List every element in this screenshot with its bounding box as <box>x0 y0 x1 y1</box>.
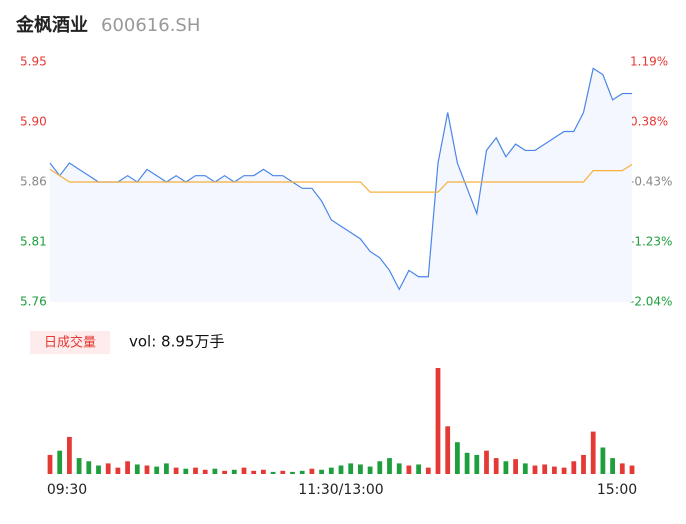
volume-bar <box>338 465 344 474</box>
volume-bar <box>503 461 509 474</box>
volume-bar <box>513 459 518 474</box>
price-area <box>50 68 632 302</box>
volume-bar <box>532 465 538 474</box>
volume-bar <box>57 450 63 474</box>
y2-tick-label: 1.19% <box>630 55 668 69</box>
y-tick-label: 5.76 <box>20 295 47 309</box>
y2-tick-label: -2.04% <box>630 295 672 309</box>
volume-bar <box>280 470 286 474</box>
volume-bar <box>581 454 586 474</box>
volume-bar <box>396 463 402 474</box>
volume-bar <box>552 466 557 474</box>
chart-title: 金枫酒业 <box>15 14 88 36</box>
volume-bar <box>348 463 354 474</box>
volume-bar <box>484 450 489 474</box>
volume-bar <box>610 458 615 474</box>
volume-bar <box>455 442 460 474</box>
volume-bar <box>173 467 179 474</box>
volume-bar <box>222 470 227 474</box>
volume-bar <box>377 461 383 474</box>
volume-bar <box>571 461 577 474</box>
volume-bar <box>493 458 499 474</box>
volume-bar <box>105 463 111 474</box>
volume-bar <box>212 468 218 474</box>
volume-bar <box>261 469 266 474</box>
y-tick-label: 5.81 <box>20 235 47 249</box>
y-tick-label: 5.86 <box>20 175 47 189</box>
volume-bar <box>474 454 480 474</box>
line-price <box>49 67 632 291</box>
volume-bar <box>619 463 625 474</box>
volume-bar <box>406 465 412 474</box>
volume-bar <box>328 467 334 474</box>
volume-bar <box>290 471 295 474</box>
volume-bar <box>445 426 451 474</box>
volume-bar <box>590 431 596 474</box>
volume-bar <box>387 458 392 474</box>
volume-bar <box>183 468 189 474</box>
volume-bar <box>561 467 567 474</box>
volume-bar <box>367 466 373 474</box>
volume-label-bg <box>30 331 110 354</box>
volume-bar <box>629 465 635 474</box>
y2-tick-label: -0.43% <box>630 175 672 189</box>
x-tick-label: 09:30 <box>47 482 87 498</box>
volume-bar <box>251 470 257 474</box>
volume-bar <box>125 461 130 474</box>
volume-label: 日成交量 <box>44 335 96 351</box>
x-tick-label: 15:00 <box>597 482 637 498</box>
y2-tick-label: -1.23% <box>630 235 672 249</box>
y2-tick-label: 0.38% <box>630 115 668 129</box>
chart-subtitle: 600616.SH <box>101 15 200 36</box>
volume-bar <box>154 466 160 474</box>
volume-bar <box>600 447 606 474</box>
volume-bar <box>193 467 198 474</box>
volume-bar <box>86 461 92 474</box>
volume-bar <box>464 452 470 474</box>
volume-bar <box>358 464 363 474</box>
line-average <box>49 163 633 193</box>
volume-bar <box>134 464 140 474</box>
y-tick-label: 5.95 <box>20 55 47 69</box>
volume-bar <box>435 368 441 474</box>
volume-bar <box>522 463 528 474</box>
volume-bar <box>416 464 421 474</box>
volume-bar <box>319 469 324 474</box>
volume-total: vol: 8.95万手 <box>129 333 224 351</box>
volume-bar <box>202 469 208 474</box>
volume-bar <box>231 469 237 474</box>
y-tick-label: 5.90 <box>20 115 47 129</box>
volume-bar <box>47 454 53 474</box>
volume-bar <box>76 458 82 474</box>
x-tick-label: 11:30/13:00 <box>298 482 383 498</box>
volume-bar <box>241 467 247 474</box>
volume-bar <box>67 436 72 474</box>
volume-bar <box>299 470 305 474</box>
volume-bar <box>144 465 150 474</box>
volume-bar <box>96 465 101 474</box>
volume-bar <box>309 468 315 474</box>
volume-bar <box>542 464 548 474</box>
volume-bar <box>425 467 431 474</box>
volume-bar <box>270 471 276 474</box>
volume-bar <box>164 463 169 474</box>
volume-bar <box>115 467 121 474</box>
